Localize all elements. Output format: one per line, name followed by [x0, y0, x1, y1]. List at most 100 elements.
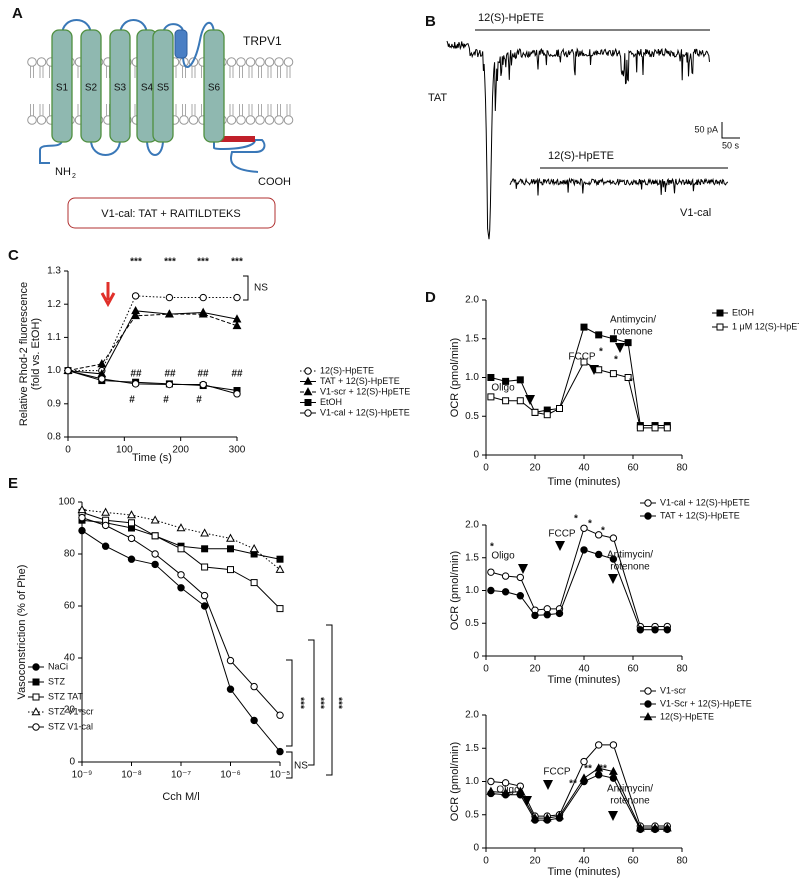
annotation: NS [254, 283, 268, 294]
marker [644, 687, 652, 695]
y-tick-label: 20 [64, 705, 76, 716]
marker [543, 411, 551, 419]
y-tick-label: 0 [69, 757, 75, 768]
marker [32, 678, 40, 686]
lipid-head [255, 115, 265, 125]
legend-label: EtOH [732, 307, 754, 317]
lipid-head [274, 115, 284, 125]
protein-label: TRPV1 [243, 34, 282, 48]
x-tick-label: 300 [229, 445, 246, 456]
lipid-head [226, 57, 237, 67]
legend-label: NaCi [48, 661, 68, 671]
injection-arrow [615, 343, 625, 353]
marker [198, 309, 208, 318]
y-tick-label: 0.5 [465, 809, 479, 820]
c-terminus: COOH [258, 176, 291, 188]
y-tick-label: 60 [64, 601, 76, 612]
chart: 0 0.5 1.0 1.5 2.0 0 20 40 60 80 OCR (pmol/min) Time… [449, 685, 752, 878]
y-tick-label: 1.0 [465, 372, 479, 383]
annotation: *** [332, 697, 343, 709]
marker [516, 592, 524, 600]
helix-label: S6 [208, 83, 221, 94]
trace-label: V1-cal [680, 207, 711, 219]
y-tick-label: 0 [473, 651, 479, 662]
lipid-head [27, 115, 37, 125]
panel-letter: E [8, 475, 18, 492]
marker [643, 712, 653, 721]
series-line [67, 310, 238, 375]
marker [530, 813, 540, 822]
marker [580, 757, 588, 766]
legend-label: V1-cal + 12(S)-HpETE [320, 407, 410, 417]
marker [250, 579, 258, 587]
annotation: rotenone [610, 562, 650, 573]
lipid-head [179, 115, 189, 125]
marker [531, 408, 539, 416]
marker [531, 611, 539, 620]
y-tick-label: 100 [58, 497, 75, 508]
helix [152, 29, 174, 143]
marker [131, 292, 140, 300]
lipid-head [245, 57, 256, 67]
injection-arrow [525, 395, 535, 405]
legend-label: V1-scr + 12(S)-HpETE [320, 386, 410, 396]
helix-label: S1 [56, 83, 69, 94]
injection-arrow [543, 780, 553, 790]
marker [127, 555, 136, 563]
marker [580, 524, 588, 532]
y-tick-label: 1.5 [465, 333, 479, 344]
marker [609, 370, 617, 378]
annotation: *** [164, 257, 176, 268]
annotation: rotenone [613, 327, 653, 338]
x-tick-label: 10⁻⁸ [121, 770, 142, 781]
lipid-head [264, 57, 275, 67]
x-tick-label: 10⁻⁷ [171, 770, 191, 781]
y-tick-label: 0 [473, 843, 479, 854]
annotation: ## [130, 369, 142, 380]
peptide-box [67, 197, 276, 229]
annotation: * [574, 514, 578, 525]
marker [199, 380, 207, 389]
series-line [67, 370, 238, 395]
marker [276, 747, 284, 756]
marker [64, 366, 72, 375]
x-tick-label: 0 [483, 856, 489, 867]
marker [516, 397, 524, 405]
y-tick-label: 1.0 [465, 585, 479, 596]
marker [233, 293, 241, 302]
annotation: FCCP [548, 529, 576, 540]
annotation: Oligo [491, 383, 515, 394]
helix [51, 29, 73, 143]
marker [227, 545, 234, 553]
x-tick-label: 10⁻⁶ [220, 770, 241, 781]
chart: 0 0.5 1.0 1.5 2.0 0 20 40 60 80 OCR (pmol/min) Time… [449, 497, 750, 686]
marker [636, 424, 644, 432]
legend-label: V1-Scr + 12(S)-HpETE [660, 698, 752, 708]
marker [595, 331, 603, 339]
marker [663, 626, 671, 634]
marker [101, 507, 111, 516]
y-tick-label: 80 [64, 549, 76, 560]
lipid-head [274, 57, 284, 67]
x-tick-label: 60 [627, 463, 639, 474]
scale-bar [721, 122, 740, 139]
scale-y: 50 pA [694, 124, 718, 134]
marker [127, 510, 136, 519]
injection-arrow [608, 574, 618, 584]
v1-cal-site [218, 136, 255, 142]
panel-letter: D [425, 289, 436, 306]
helix-label: S4 [141, 83, 154, 94]
annotation: ** [584, 764, 592, 775]
annotation: *** [231, 257, 243, 268]
annotation: NS [294, 761, 308, 772]
marker [250, 716, 258, 725]
marker [624, 339, 632, 347]
legend-label: STZ [48, 676, 66, 686]
y-tick-label: 2.0 [465, 710, 479, 721]
panel-letter: C [8, 247, 19, 264]
marker [131, 380, 140, 388]
marker [609, 335, 617, 343]
stim-label: 12(S)-HpETE [548, 150, 614, 162]
marker [32, 723, 40, 731]
